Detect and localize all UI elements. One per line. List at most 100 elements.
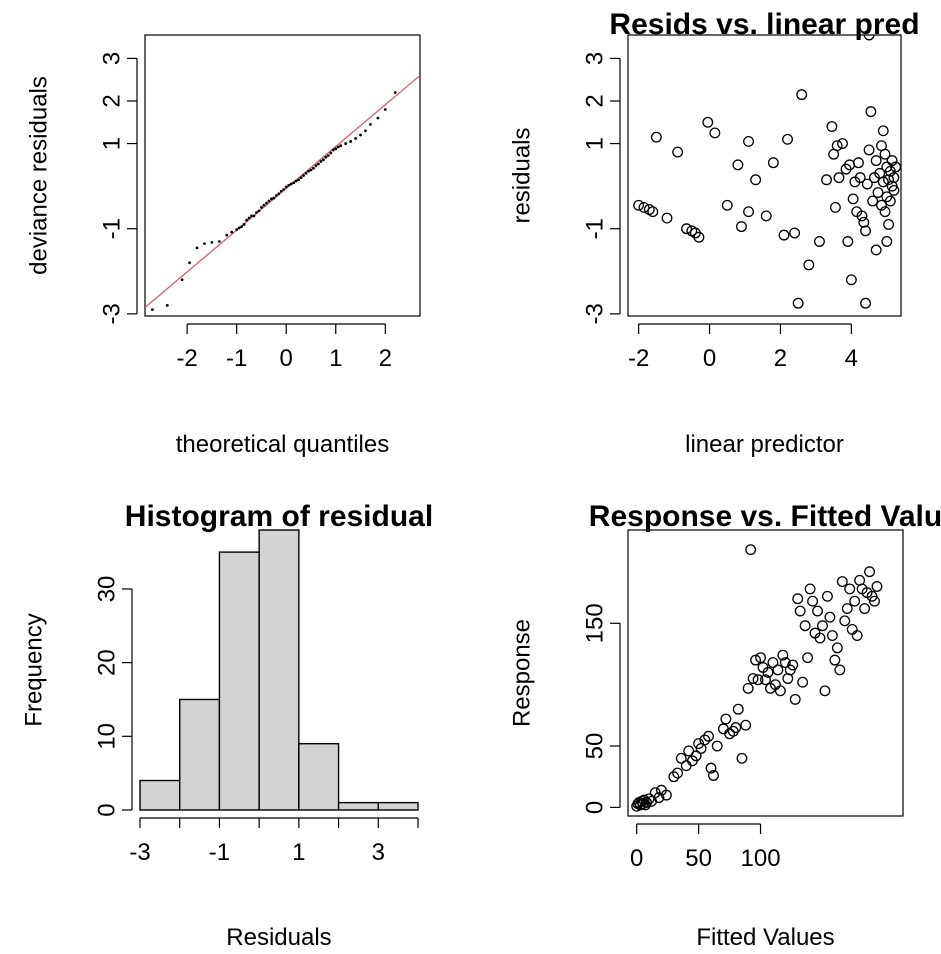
data-point	[321, 158, 325, 162]
data-point	[742, 682, 754, 694]
x-axis-label: linear predictor	[685, 431, 844, 458]
data-point	[863, 144, 875, 156]
data-point	[287, 183, 291, 187]
y-tick-label: 2	[581, 94, 608, 107]
data-point	[264, 201, 268, 205]
data-point	[336, 145, 340, 149]
data-point	[319, 160, 323, 163]
x-tick-label: 1	[329, 345, 342, 372]
data-point	[743, 206, 754, 218]
data-point	[834, 664, 846, 676]
data-point	[267, 199, 271, 203]
data-point	[672, 767, 683, 779]
data-point	[650, 131, 662, 143]
data-point	[255, 211, 258, 214]
data-point	[736, 752, 748, 764]
data-point	[732, 159, 744, 171]
x-tick-label: -2	[628, 345, 649, 372]
data-point	[821, 590, 833, 602]
data-point	[331, 148, 335, 152]
data-point	[324, 155, 328, 159]
data-point	[849, 595, 861, 607]
data-point	[870, 244, 882, 256]
y-tick-label: 1	[581, 137, 608, 150]
data-point	[867, 195, 879, 207]
data-point	[750, 174, 762, 186]
data-point	[653, 792, 665, 804]
data-point	[633, 199, 645, 211]
data-point	[853, 157, 864, 169]
data-point	[826, 630, 838, 642]
data-point	[699, 734, 711, 746]
data-point	[708, 770, 719, 781]
data-point	[803, 259, 815, 271]
data-point	[240, 225, 244, 228]
data-point	[814, 632, 826, 644]
data-point	[888, 172, 900, 184]
data-point	[334, 147, 338, 151]
data-point	[860, 297, 871, 309]
y-tick-label: 2	[98, 94, 125, 107]
y-tick-label: 20	[93, 649, 120, 676]
data-point	[284, 185, 288, 189]
data-point	[705, 762, 717, 774]
data-point	[854, 172, 866, 184]
y-tick-label: 30	[93, 576, 120, 603]
x-tick-label: 2	[774, 345, 787, 372]
plot-frame	[627, 34, 902, 317]
histogram-bar	[337, 801, 379, 811]
data-point	[359, 133, 362, 137]
x-tick-label: 3	[372, 839, 385, 866]
histogram-bar	[298, 742, 340, 811]
data-point	[859, 603, 871, 615]
data-point	[693, 231, 705, 243]
data-point	[643, 204, 655, 216]
y-tick-label: -3	[98, 303, 125, 324]
data-point	[789, 227, 801, 239]
data-point	[886, 155, 898, 167]
histogram-bar	[179, 698, 221, 811]
y-tick-label: 150	[581, 603, 608, 643]
data-point	[376, 116, 380, 120]
data-point	[777, 649, 789, 661]
data-point	[317, 162, 320, 166]
data-point	[717, 723, 729, 735]
data-point	[195, 246, 199, 250]
plot-marks	[145, 74, 420, 312]
data-point	[863, 35, 875, 41]
data-point	[807, 595, 819, 607]
y-axis-label: Frequency	[20, 613, 47, 726]
data-point	[638, 794, 650, 806]
x-tick-label: 1	[292, 839, 305, 866]
data-point	[812, 605, 823, 617]
data-point	[709, 127, 721, 139]
x-tick-label: 4	[845, 345, 858, 372]
data-point	[247, 216, 251, 220]
data-point	[647, 206, 659, 218]
data-point	[711, 740, 723, 752]
data-point	[672, 146, 684, 158]
data-point	[151, 308, 154, 312]
data-point	[864, 566, 876, 578]
data-point	[841, 603, 853, 615]
y-tick-label: 3	[581, 52, 608, 65]
data-point	[314, 164, 318, 168]
data-point	[235, 228, 239, 231]
data-point	[180, 278, 184, 282]
data-point	[792, 297, 804, 309]
x-tick-label: 50	[685, 845, 712, 872]
y-tick-label: -1	[581, 218, 608, 239]
data-point	[804, 583, 816, 595]
data-point	[831, 140, 843, 152]
data-point	[349, 140, 353, 143]
histogram-bar	[218, 551, 260, 811]
data-point	[326, 154, 330, 157]
data-point	[299, 176, 303, 180]
data-point	[789, 693, 801, 705]
data-point	[680, 760, 692, 772]
data-point	[302, 174, 305, 177]
data-point	[762, 666, 774, 678]
data-point	[858, 216, 870, 228]
data-point	[814, 236, 825, 247]
data-point	[883, 174, 895, 186]
